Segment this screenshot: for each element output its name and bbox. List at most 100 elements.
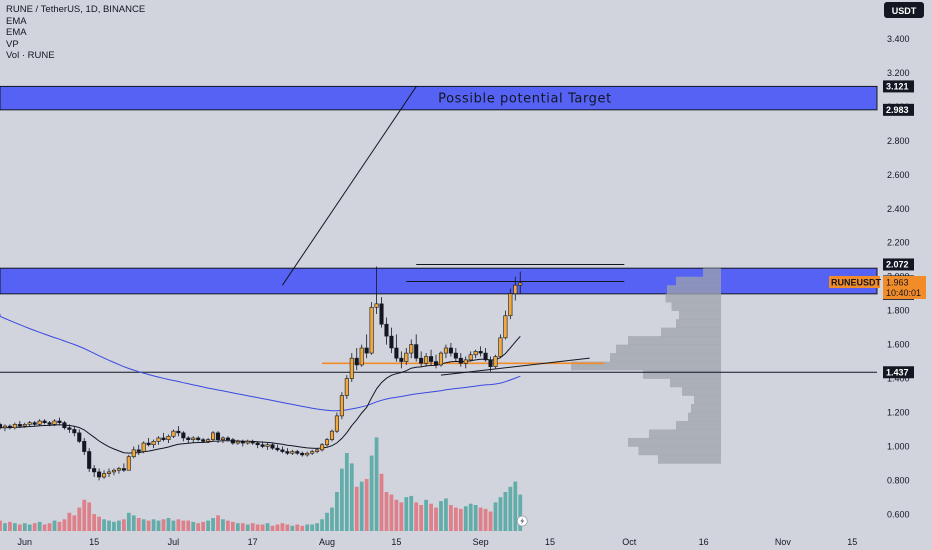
candle[interactable] (220, 436, 226, 444)
candle[interactable] (230, 437, 235, 445)
candle[interactable] (290, 449, 295, 455)
candle[interactable] (374, 266, 379, 315)
candle[interactable] (97, 468, 102, 481)
candle[interactable] (186, 436, 191, 444)
trend-line-0[interactable] (282, 86, 417, 286)
candle[interactable] (394, 334, 399, 362)
candle[interactable] (349, 353, 354, 382)
candle[interactable] (493, 354, 498, 369)
candle[interactable] (206, 437, 211, 444)
candle[interactable] (513, 276, 518, 301)
candle[interactable] (443, 344, 448, 359)
candle[interactable] (171, 429, 176, 438)
indicator-volume[interactable]: Vol · RUNE (6, 50, 55, 61)
candle[interactable] (111, 468, 116, 476)
candle[interactable] (320, 443, 325, 452)
candle[interactable] (7, 424, 12, 430)
candle[interactable] (354, 347, 359, 371)
candle[interactable] (275, 444, 280, 452)
price-tag[interactable]: 1.437 (883, 366, 914, 379)
candle[interactable] (473, 349, 478, 359)
last-price-box[interactable] (883, 275, 926, 299)
candle[interactable] (483, 347, 488, 362)
price-tag[interactable]: 2.072 (883, 258, 914, 271)
candle[interactable] (265, 443, 270, 450)
candle[interactable] (176, 426, 181, 437)
candle[interactable] (77, 429, 82, 444)
candle[interactable] (409, 339, 414, 359)
zone-0[interactable] (0, 85, 878, 111)
candle[interactable] (324, 437, 330, 447)
candle[interactable] (87, 448, 92, 472)
candle[interactable] (310, 449, 315, 455)
candle[interactable] (0, 422, 3, 430)
candle[interactable] (453, 347, 458, 362)
candle[interactable] (126, 454, 131, 471)
candle[interactable] (433, 354, 439, 369)
candle[interactable] (329, 429, 335, 442)
candle[interactable] (82, 437, 87, 455)
candle[interactable] (359, 344, 364, 367)
candle[interactable] (295, 449, 300, 455)
candle[interactable] (250, 439, 255, 445)
candle[interactable] (270, 443, 275, 450)
candle[interactable] (478, 346, 483, 357)
candle[interactable] (404, 347, 409, 365)
candle[interactable] (518, 271, 523, 294)
candle[interactable] (32, 420, 37, 427)
candle[interactable] (215, 431, 221, 444)
candle[interactable] (156, 436, 161, 445)
candle[interactable] (488, 356, 493, 372)
candle[interactable] (429, 349, 434, 365)
candle[interactable] (116, 466, 121, 474)
candle[interactable] (399, 351, 404, 369)
candle[interactable] (17, 420, 22, 428)
candle[interactable] (211, 431, 216, 442)
candle[interactable] (106, 468, 112, 478)
candle[interactable] (191, 436, 196, 444)
candle[interactable] (12, 422, 17, 430)
candle[interactable] (131, 446, 136, 459)
candle[interactable] (315, 448, 320, 454)
candle[interactable] (62, 420, 67, 430)
candle[interactable] (379, 297, 384, 328)
candle[interactable] (503, 310, 508, 340)
candle[interactable] (334, 412, 339, 433)
candle[interactable] (72, 426, 77, 437)
candle[interactable] (22, 422, 27, 428)
candle[interactable] (151, 439, 156, 449)
candle[interactable] (414, 334, 419, 362)
candle[interactable] (508, 288, 513, 320)
candle[interactable] (181, 431, 186, 442)
ema-fast-line[interactable] (0, 335, 521, 454)
candle[interactable] (47, 420, 52, 427)
candle[interactable] (67, 424, 72, 433)
candle[interactable] (438, 351, 444, 367)
candle[interactable] (463, 356, 468, 369)
candle[interactable] (305, 451, 310, 457)
candle[interactable] (121, 463, 126, 472)
candle[interactable] (300, 451, 305, 457)
candle[interactable] (225, 436, 230, 442)
candle[interactable] (136, 444, 141, 455)
indicator-ema-slow[interactable]: EMA (6, 27, 27, 38)
indicator-ema-fast[interactable]: EMA (6, 15, 27, 27)
candle[interactable] (389, 327, 394, 354)
candle[interactable] (240, 439, 245, 447)
candle[interactable] (166, 434, 171, 444)
price-tag[interactable]: 2.983 (883, 103, 914, 116)
candle[interactable] (52, 419, 57, 427)
candle[interactable] (57, 417, 62, 425)
candle[interactable] (42, 419, 47, 425)
last-price-symbol-box[interactable] (829, 275, 880, 288)
candle[interactable] (458, 353, 463, 367)
candle[interactable] (37, 419, 42, 427)
candle[interactable] (255, 441, 260, 449)
candle[interactable] (235, 439, 240, 445)
candle[interactable] (498, 334, 503, 359)
candle[interactable] (369, 302, 374, 355)
candle[interactable] (146, 437, 151, 447)
candle[interactable] (161, 432, 166, 442)
candle[interactable] (468, 351, 473, 362)
